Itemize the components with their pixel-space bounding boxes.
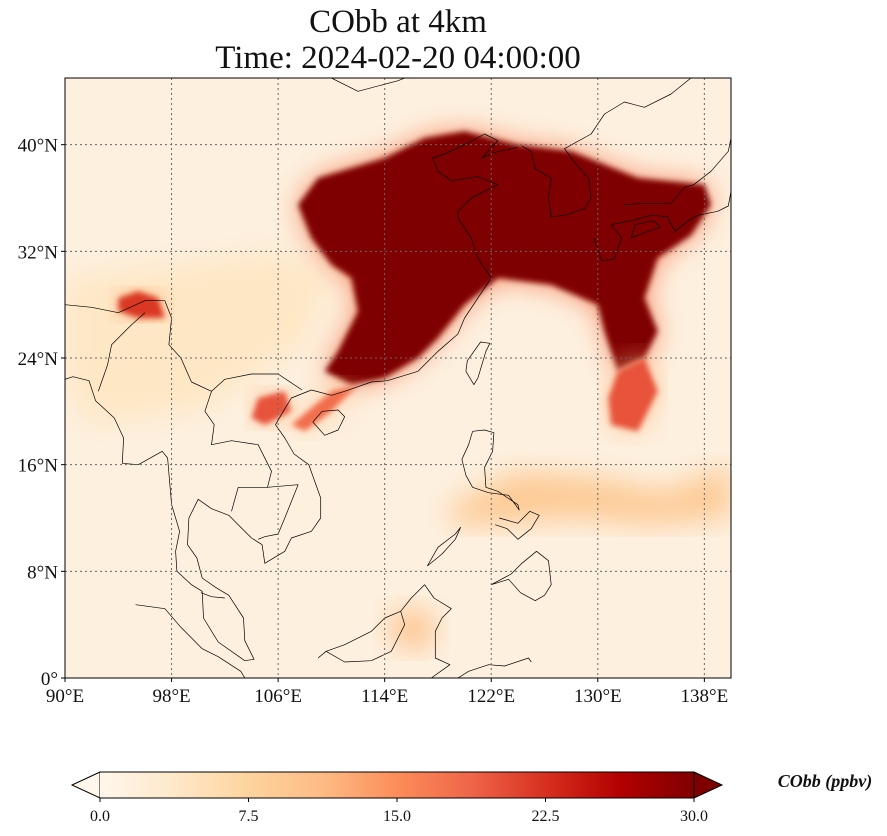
coast-shikoku <box>630 220 661 239</box>
colorbar-tick-label: 22.5 <box>532 808 560 825</box>
colorbar-extend-min <box>70 771 101 799</box>
map-panel: 90°E 98°E 106°E 114°E 122°E 130°E 138°E 0° 8°N 1… <box>18 77 732 707</box>
border-himalaya <box>65 300 303 392</box>
map-frame <box>64 77 732 679</box>
gulf-tonkin-band <box>291 384 358 432</box>
lat-tick-label: 32°N <box>18 242 59 263</box>
lon-tick-label: 114°E <box>361 686 408 707</box>
coast-korea <box>521 113 605 218</box>
concentration-plume-layer <box>118 131 711 432</box>
lat-tick-label: 40°N <box>18 136 59 157</box>
colorbar-ticks: 0.0 7.5 15.0 22.5 30.0 <box>90 798 708 825</box>
coast-mindanao <box>491 550 552 602</box>
colorbar-tick-label: 30.0 <box>680 808 708 825</box>
colorbar: 0.0 7.5 15.0 22.5 30.0 CObb (ppbv) <box>70 771 872 825</box>
lon-tick-label: 122°E <box>467 686 515 707</box>
lon-tick-label: 138°E <box>681 686 729 707</box>
coast-japan-sea <box>624 137 731 206</box>
coast-palawan <box>426 526 461 567</box>
coastline-layer <box>65 78 731 678</box>
coast-luzon <box>461 429 520 511</box>
lon-tick-label: 106°E <box>254 686 302 707</box>
himalaya-hotspot <box>118 291 165 318</box>
lon-tick-label: 98°E <box>152 686 190 707</box>
coast-china-east <box>311 133 518 396</box>
coast-russia <box>604 78 692 115</box>
borneo-hotspot <box>384 604 438 652</box>
coast-japan-kyushu-honshu <box>593 144 731 262</box>
philippines-band <box>451 464 731 525</box>
vietnam-hotspot <box>251 391 292 425</box>
gridlines <box>65 78 731 678</box>
border-china-north <box>331 78 406 92</box>
coast-borneo <box>317 584 452 678</box>
border-cambodia-vietnam <box>257 484 299 540</box>
longitude-ticks: 90°E 98°E 106°E 114°E 122°E 130°E 138°E <box>46 678 728 707</box>
colorbar-tick-label: 15.0 <box>383 808 411 825</box>
coast-visayas <box>495 510 540 540</box>
southeast-tail <box>608 358 658 432</box>
lat-tick-label: 8°N <box>27 562 58 583</box>
coast-taiwan <box>465 341 491 386</box>
coast-sumatra <box>135 604 246 678</box>
colorbar-tick-label: 0.0 <box>90 808 110 825</box>
coast-gulf-thailand <box>187 498 255 662</box>
coast-vietnam <box>251 389 322 564</box>
lat-tick-label: 16°N <box>18 456 59 477</box>
border-thai-malay <box>200 592 225 599</box>
coast-sulawesi <box>457 657 532 678</box>
border-laos-thai <box>204 391 272 512</box>
border-borneo <box>325 611 406 663</box>
map-subtitle: Time: 2024-02-20 04:00:00 <box>215 40 581 76</box>
colorbar-tick-label: 7.5 <box>239 808 259 825</box>
border-myanmar <box>97 312 146 392</box>
coast-hainan <box>312 409 346 436</box>
colorbar-extend-max <box>693 771 724 799</box>
lat-tick-label: 0° <box>41 669 58 690</box>
map-title: CObb at 4km <box>309 4 487 40</box>
main-east-asia-plume <box>298 131 711 385</box>
coast-malay-west <box>65 376 246 661</box>
colorbar-gradient <box>100 772 694 798</box>
lon-tick-label: 90°E <box>46 686 84 707</box>
lat-tick-label: 24°N <box>18 349 59 370</box>
lon-tick-label: 130°E <box>574 686 622 707</box>
latitude-ticks: 0° 8°N 16°N 24°N 32°N 40°N <box>18 136 65 690</box>
colorbar-label: CObb (ppbv) <box>778 771 872 792</box>
